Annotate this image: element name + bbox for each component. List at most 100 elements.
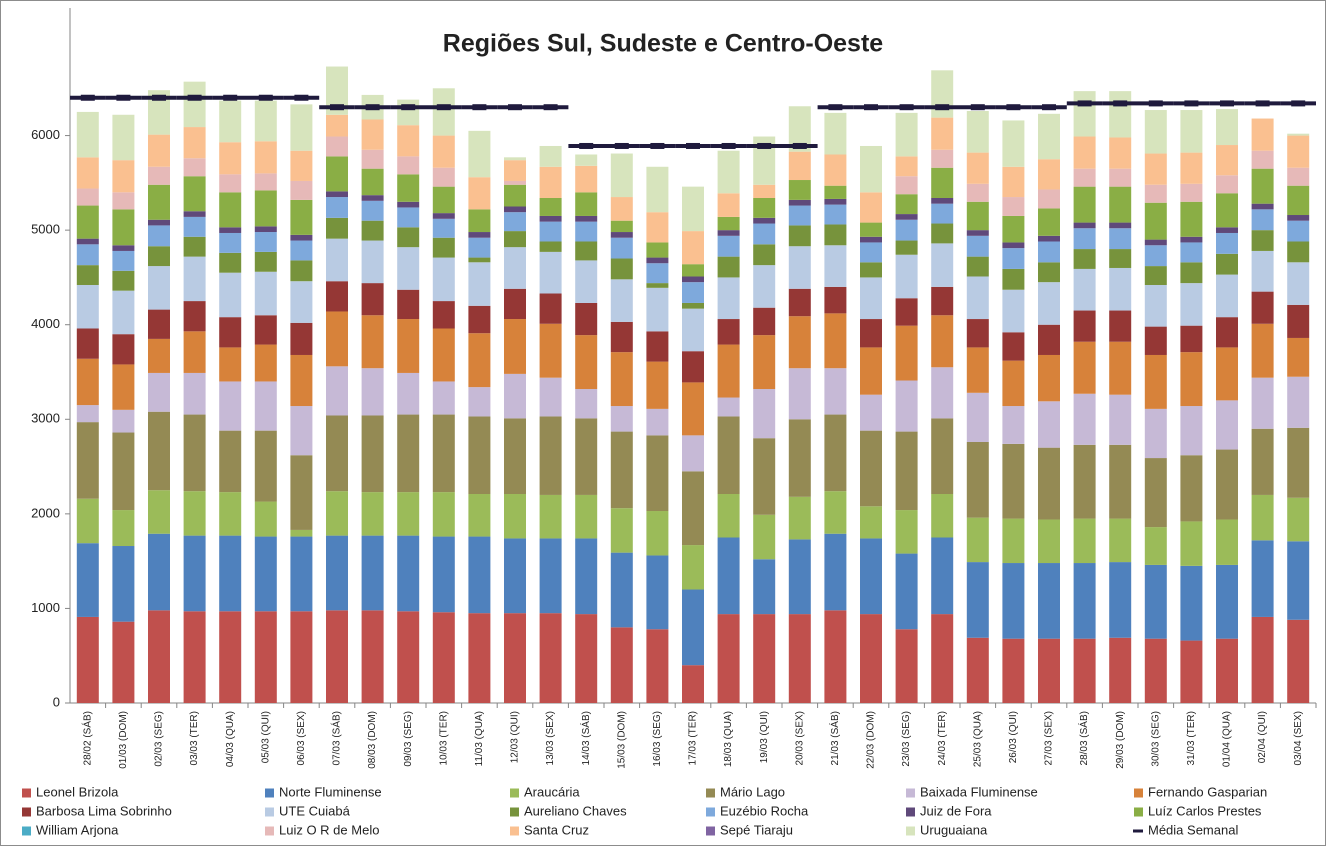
bar-segment: [1144, 408, 1167, 459]
legend-marker: [906, 807, 915, 817]
bar-segment: [610, 627, 633, 703]
bar-segment: [1216, 449, 1238, 520]
x-tick-label: 28/03 (SÁB): [1077, 711, 1090, 765]
bar-segment: [1287, 215, 1310, 221]
legend-label: Sepé Tiaraju: [720, 822, 793, 837]
bar-segment: [646, 511, 669, 556]
bar-segment: [1287, 541, 1310, 620]
bar-segment: [326, 66, 348, 115]
bar-segment: [397, 207, 420, 228]
bar-segment: [1216, 564, 1238, 639]
bar-segment: [361, 200, 384, 221]
bar-segment: [326, 217, 348, 239]
bar-segment: [504, 373, 526, 419]
x-tick-label: 24/03 (TER): [937, 711, 948, 765]
bar-segment: [290, 406, 313, 456]
bar-segment: [1073, 563, 1096, 639]
bar-segment: [931, 614, 954, 703]
legend-marker: [1134, 807, 1143, 817]
bar-segment: [1038, 447, 1060, 520]
bar-segment: [788, 419, 811, 497]
bar-segment: [432, 301, 455, 329]
x-tick-label: 10/03 (TER): [438, 711, 449, 765]
legend-label: Média Semanal: [1148, 822, 1238, 837]
bar-segment: [468, 209, 491, 233]
bar-segment: [1109, 91, 1132, 138]
bar-segment: [1002, 406, 1025, 444]
bar-segment: [183, 331, 206, 373]
bar-segment: [326, 156, 348, 192]
bar-segment: [646, 629, 669, 703]
bar-segment: [966, 637, 989, 703]
bar-segment: [219, 232, 242, 253]
bar-segment: [112, 160, 135, 193]
bar-segment: [860, 506, 882, 539]
bar-segment: [1109, 168, 1132, 187]
bar-segment: [504, 319, 526, 374]
bar-segment: [860, 430, 882, 507]
bar-segment: [1251, 230, 1274, 251]
bar-segment: [1180, 565, 1203, 641]
bar-segment: [1216, 400, 1238, 450]
bar-segment: [504, 160, 526, 181]
bar-segment: [717, 193, 740, 217]
bar-segment: [254, 251, 277, 272]
bar-segment: [326, 197, 348, 218]
bar-segment: [895, 214, 918, 220]
bar-segment: [1073, 341, 1096, 394]
bar-segment: [219, 492, 242, 536]
bar-segment: [824, 224, 847, 246]
bar-segment: [1287, 619, 1310, 703]
bar-segment: [1144, 110, 1167, 154]
bar-segment: [254, 141, 277, 174]
bar-segment: [183, 535, 206, 612]
bar-segment: [254, 381, 277, 431]
bar-segment: [432, 257, 455, 302]
x-tick-label: 11/03 (QUA): [474, 711, 485, 766]
bar-segment: [682, 308, 704, 352]
bar-segment: [895, 431, 918, 511]
bar-segment: [112, 432, 135, 511]
bar-segment: [895, 629, 918, 703]
bar-segment: [1109, 186, 1132, 223]
x-tick-label: 25/03 (QUA): [972, 711, 983, 767]
bar-segment: [753, 265, 776, 308]
bar-segment: [931, 493, 954, 538]
bar-segment: [895, 553, 918, 630]
bar-segment: [860, 277, 882, 320]
bar-segment: [1180, 455, 1203, 522]
bar-segment: [1216, 347, 1238, 401]
bar-segment: [219, 430, 242, 493]
bar-segment: [575, 389, 598, 419]
bar-segment: [504, 231, 526, 248]
legend-marker: [510, 826, 519, 836]
bar-segment: [895, 240, 918, 255]
bar-segment: [1073, 638, 1096, 703]
bar-segment: [148, 219, 170, 226]
bar-segment: [575, 154, 598, 166]
bar-segment: [717, 397, 740, 417]
x-tick-label: 20/03 (SEX): [794, 711, 805, 765]
bar-segment: [76, 244, 99, 266]
bar-segment: [1180, 242, 1203, 263]
bar-segment: [1287, 497, 1310, 542]
legend-label: Luíz Carlos Prestes: [1148, 803, 1262, 818]
bar-segment: [610, 321, 633, 353]
bar-segment: [361, 240, 384, 284]
bar-segment: [1180, 236, 1203, 243]
bar-segment: [183, 256, 206, 302]
bar-segment: [788, 288, 811, 317]
bar-segment: [966, 201, 989, 231]
bar-segment: [717, 216, 740, 231]
bar-segment: [753, 244, 776, 266]
bar-segment: [1002, 215, 1025, 243]
x-tick-label: 12/03 (QUI): [510, 711, 521, 763]
bar-segment: [860, 145, 882, 193]
bar-segment: [539, 293, 562, 324]
bar-segment: [966, 562, 989, 638]
bar-segment: [183, 611, 206, 703]
legend-label: Fernando Gasparian: [1148, 784, 1267, 799]
bar-segment: [112, 245, 135, 251]
bar-segment: [682, 351, 704, 383]
bar-segment: [575, 260, 598, 303]
